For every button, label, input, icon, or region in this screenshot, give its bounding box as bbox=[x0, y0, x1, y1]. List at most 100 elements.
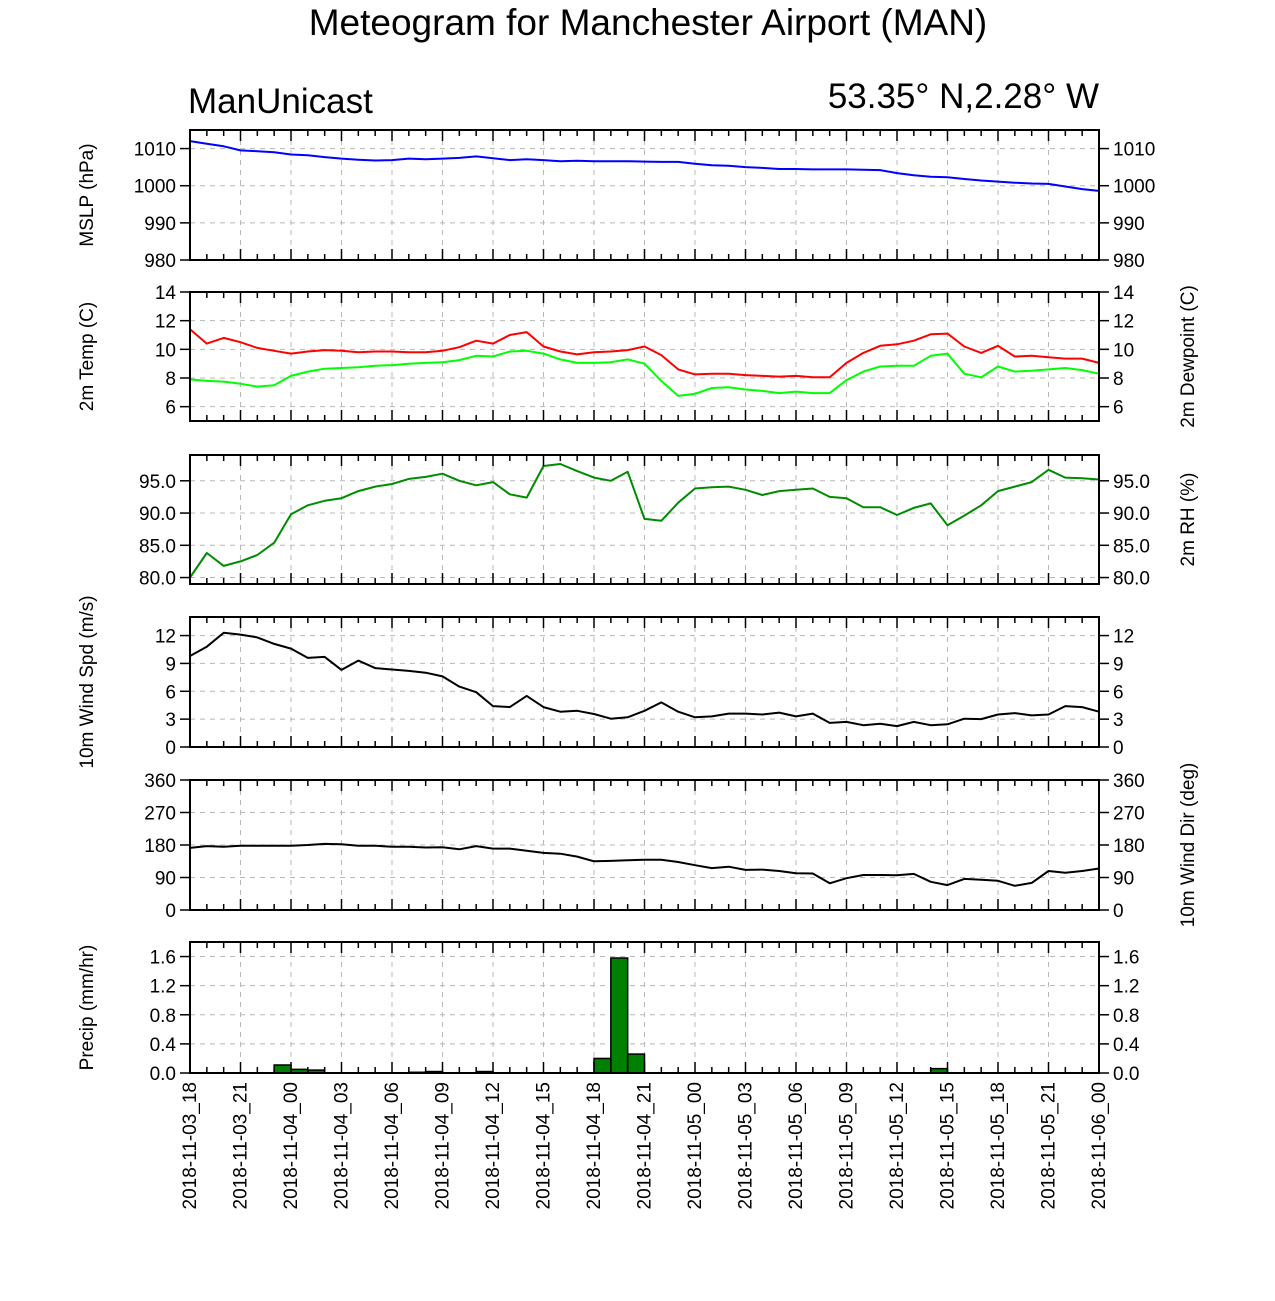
panel-rh: 80.0 80.0 85.0 85.0 90.0 90.0 95.0 95.0 2m RH (%… bbox=[139, 454, 1199, 590]
x-tick-label: 2018-11-05_15 bbox=[938, 1082, 959, 1209]
y-tick-label-left: 0 bbox=[165, 901, 176, 922]
y-tick-label-right: 6 bbox=[1113, 398, 1124, 419]
x-tick-label: 2018-11-06_00 bbox=[1089, 1082, 1110, 1209]
y-tick-label-right: 0.0 bbox=[1113, 1064, 1139, 1085]
temp-series-1 bbox=[189, 349, 1100, 397]
y-tick-label-right: 10 bbox=[1113, 340, 1134, 361]
y-tick-label-right: 180 bbox=[1113, 836, 1145, 857]
precip-bar bbox=[593, 1057, 612, 1074]
x-tick-label: 2018-11-05_06 bbox=[786, 1082, 807, 1209]
y-tick-label-right: 14 bbox=[1113, 283, 1135, 304]
y-tick-label-left: 95.0 bbox=[139, 472, 176, 493]
y-tick-label-left: 8 bbox=[165, 369, 176, 390]
y-tick-label-right: 9 bbox=[1113, 654, 1124, 675]
y-tick-label-left: 10 bbox=[155, 340, 176, 361]
y-tick-label-left: 90.0 bbox=[139, 504, 176, 525]
y-tick-label-right: 80.0 bbox=[1113, 569, 1150, 590]
precip-bar bbox=[273, 1064, 292, 1074]
y-tick-label-right: 1.6 bbox=[1113, 948, 1139, 969]
y-axis-title-right: 2m RH (%) bbox=[1178, 473, 1199, 567]
y-tick-label-left: 1000 bbox=[134, 177, 176, 198]
y-tick-label-right: 90 bbox=[1113, 869, 1134, 890]
y-tick-label-left: 0 bbox=[165, 738, 176, 759]
y-axis-title-right: 10m Wind Dir (deg) bbox=[1178, 763, 1199, 928]
y-tick-label-left: 12 bbox=[155, 312, 176, 333]
y-tick-label-right: 980 bbox=[1113, 251, 1145, 272]
y-tick-label-right: 12 bbox=[1113, 312, 1134, 333]
y-axis-title-right: 2m Dewpoint (C) bbox=[1178, 285, 1199, 428]
x-tick-label: 2018-11-05_18 bbox=[988, 1082, 1009, 1209]
y-tick-label-right: 12 bbox=[1113, 627, 1134, 648]
precip-bar bbox=[610, 957, 629, 1074]
x-tick-label: 2018-11-04_15 bbox=[534, 1082, 555, 1209]
panel-precip: 0.0 0.0 0.4 0.4 0.8 0.8 1.2 1.2 1.6 1.6 Precip (mm… bbox=[77, 941, 1140, 1085]
y-tick-label-left: 0.4 bbox=[150, 1035, 177, 1056]
y-tick-label-left: 270 bbox=[144, 804, 176, 825]
x-tick-label: 2018-11-05_09 bbox=[837, 1082, 858, 1209]
x-tick-label: 2018-11-03_21 bbox=[231, 1082, 252, 1209]
mslp-series-0 bbox=[189, 140, 1100, 192]
temp-series-0 bbox=[189, 328, 1100, 379]
y-axis-title-left: MSLP (hPa) bbox=[77, 143, 98, 246]
y-tick-label-left: 1.2 bbox=[150, 977, 176, 998]
y-tick-label-left: 80.0 bbox=[139, 569, 176, 590]
y-tick-label-left: 12 bbox=[155, 627, 176, 648]
x-tick-label: 2018-11-03_18 bbox=[180, 1082, 201, 1209]
y-tick-label-left: 3 bbox=[165, 710, 176, 731]
y-axis-title-left: Precip (mm/hr) bbox=[77, 945, 98, 1071]
x-tick-labels: 2018-11-03_18 2018-11-03_21 2018-11-04_00 2… bbox=[180, 1082, 1110, 1209]
y-tick-label-right: 90.0 bbox=[1113, 504, 1150, 525]
wspd-series-0 bbox=[189, 631, 1100, 728]
y-tick-label-left: 360 bbox=[144, 771, 176, 792]
y-tick-label-right: 0.4 bbox=[1113, 1035, 1140, 1056]
y-axis-title-left: 2m Temp (C) bbox=[77, 302, 98, 411]
y-tick-label-left: 9 bbox=[165, 654, 176, 675]
y-tick-label-right: 1000 bbox=[1113, 177, 1155, 198]
y-tick-label-left: 180 bbox=[144, 836, 176, 857]
y-tick-label-left: 14 bbox=[155, 283, 177, 304]
y-tick-label-left: 0.0 bbox=[150, 1064, 176, 1085]
y-tick-label-right: 1.2 bbox=[1113, 977, 1139, 998]
model-label: ManUnicast bbox=[188, 82, 373, 121]
wdir-series-0 bbox=[189, 842, 1100, 887]
y-tick-label-right: 3 bbox=[1113, 710, 1124, 731]
panel-mslp: 980 980 990 990 1000 1000 1010 1010 MSLP (hPa) bbox=[77, 129, 1155, 272]
y-tick-label-left: 980 bbox=[144, 251, 176, 272]
y-tick-label-right: 990 bbox=[1113, 214, 1145, 235]
x-tick-label: 2018-11-05_21 bbox=[1039, 1082, 1060, 1209]
x-tick-label: 2018-11-05_12 bbox=[887, 1082, 908, 1209]
x-tick-label: 2018-11-04_00 bbox=[281, 1082, 302, 1209]
y-tick-label-left: 90 bbox=[155, 869, 176, 890]
location-label: 53.35° N,2.28° W bbox=[828, 77, 1099, 116]
y-tick-label-right: 95.0 bbox=[1113, 472, 1150, 493]
y-tick-label-right: 1010 bbox=[1113, 140, 1155, 161]
y-tick-label-left: 85.0 bbox=[139, 536, 176, 557]
panel-wspd: 0 0 3 3 6 6 9 9 12 12 10m Wind Spd (m/s) bbox=[77, 595, 1134, 768]
y-tick-label-right: 0.8 bbox=[1113, 1006, 1139, 1027]
panel-temp: 6 6 8 8 10 10 12 12 14 14 2m Temp (C) 2m Dewpoint (… bbox=[77, 283, 1199, 428]
y-tick-label-left: 990 bbox=[144, 214, 176, 235]
x-tick-label: 2018-11-05_00 bbox=[685, 1082, 706, 1209]
x-tick-label: 2018-11-04_03 bbox=[332, 1082, 353, 1209]
y-axis-title-left: 10m Wind Spd (m/s) bbox=[77, 595, 98, 768]
x-tick-label: 2018-11-04_21 bbox=[635, 1082, 656, 1209]
panel-wdir: 0 0 90 90 180 180 270 270 360 360 10m Wind Dir (de… bbox=[144, 763, 1199, 928]
y-tick-label-right: 8 bbox=[1113, 369, 1124, 390]
y-tick-label-left: 0.8 bbox=[150, 1006, 176, 1027]
x-tick-label: 2018-11-04_12 bbox=[483, 1082, 504, 1209]
y-tick-label-right: 6 bbox=[1113, 682, 1124, 703]
x-tick-label: 2018-11-05_03 bbox=[736, 1082, 757, 1209]
x-tick-label: 2018-11-04_18 bbox=[584, 1082, 605, 1209]
y-tick-label-left: 1.6 bbox=[150, 948, 176, 969]
x-tick-label: 2018-11-04_09 bbox=[433, 1082, 454, 1209]
x-tick-label: 2018-11-04_06 bbox=[382, 1082, 403, 1209]
y-tick-label-right: 85.0 bbox=[1113, 536, 1150, 557]
chart-title: Meteogram for Manchester Airport (MAN) bbox=[309, 2, 988, 43]
precip-bar bbox=[626, 1053, 646, 1074]
y-tick-label-left: 6 bbox=[165, 398, 176, 419]
y-tick-label-right: 270 bbox=[1113, 804, 1145, 825]
y-tick-label-right: 360 bbox=[1113, 771, 1145, 792]
y-tick-label-right: 0 bbox=[1113, 738, 1124, 759]
